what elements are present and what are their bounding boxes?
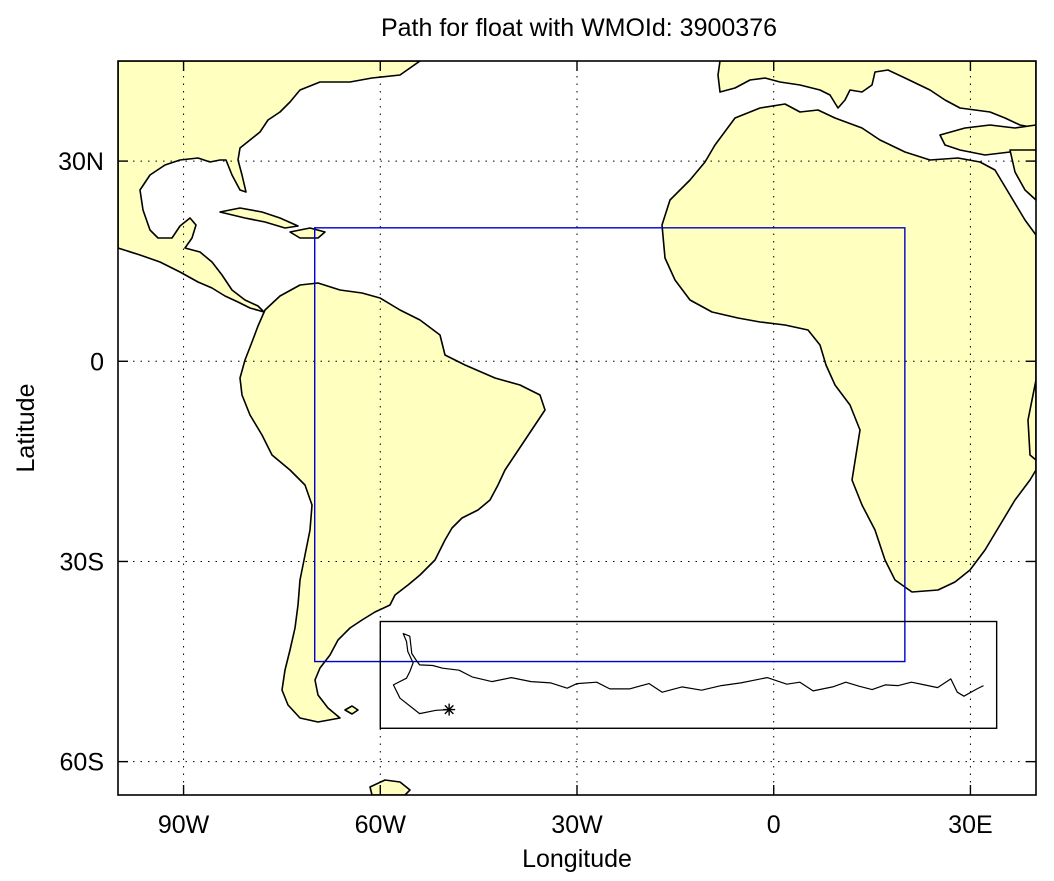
arabia-landmass bbox=[1009, 149, 1036, 201]
start-marker-stroke bbox=[444, 704, 454, 715]
hispaniola-island bbox=[289, 227, 326, 239]
float-path-box bbox=[379, 620, 998, 729]
y-tick-label: 30N bbox=[58, 148, 104, 176]
graticule bbox=[118, 61, 1036, 795]
float-start-marker bbox=[443, 703, 456, 716]
falkland-islands bbox=[344, 705, 359, 715]
x-axis-ticks: 90W 60W 30W 0 30E bbox=[158, 61, 993, 839]
map-area bbox=[118, 61, 1036, 795]
x-tick-label: 30W bbox=[551, 811, 603, 839]
region-box bbox=[314, 227, 906, 663]
x-tick-label: 60W bbox=[355, 811, 407, 839]
cuba-island bbox=[219, 207, 299, 229]
north-america-landmass bbox=[118, 61, 421, 313]
plot-title: Path for float with WMOId: 3900376 bbox=[381, 14, 777, 42]
madagascar-island bbox=[1027, 379, 1036, 461]
y-axis-title: Latitude bbox=[12, 384, 40, 473]
y-tick-label: 60S bbox=[60, 749, 104, 777]
europe-landmass bbox=[717, 61, 1036, 129]
x-tick-label: 30E bbox=[948, 811, 992, 839]
x-axis-title: Longitude bbox=[522, 845, 632, 873]
land-masses bbox=[118, 61, 1036, 795]
y-tick-label: 0 bbox=[90, 348, 104, 376]
float-path-line bbox=[392, 632, 984, 715]
anatolia-landmass bbox=[939, 124, 1036, 156]
x-tick-label: 90W bbox=[158, 811, 210, 839]
y-tick-label: 30S bbox=[60, 548, 104, 576]
antarctic-peninsula bbox=[369, 779, 411, 795]
south-america-landmass bbox=[239, 282, 546, 723]
x-tick-label: 0 bbox=[767, 811, 781, 839]
y-axis-ticks: 30N 0 30S 60S bbox=[58, 148, 1036, 777]
africa-landmass bbox=[661, 103, 1036, 593]
